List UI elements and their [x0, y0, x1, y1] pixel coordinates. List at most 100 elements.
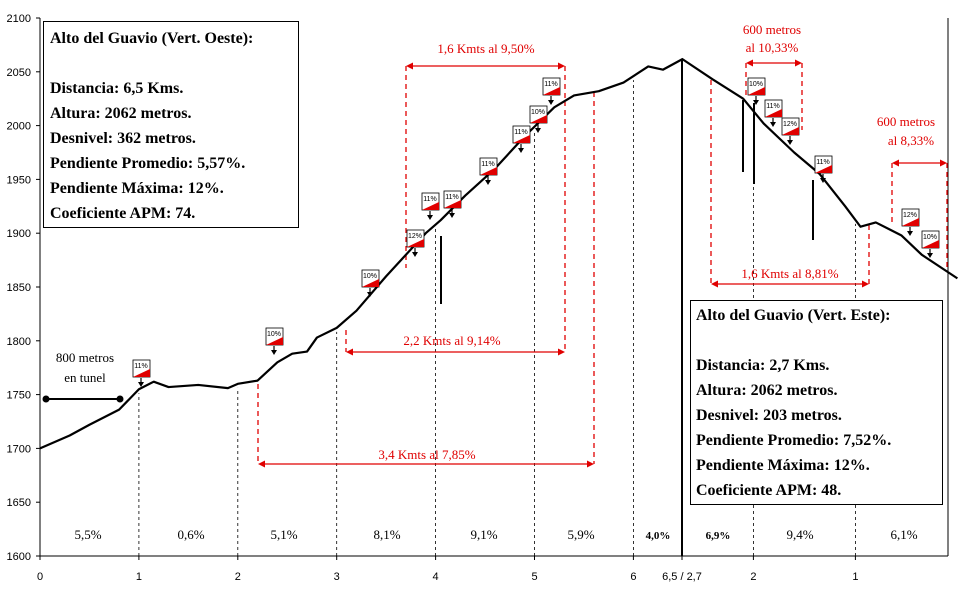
gradient-markers: 11% 10% 10% 12% 11% 11% 11% 11% 10% 11% 10% 11% 12% 1… [132, 77, 940, 387]
span-e3-arrowhead-right [862, 280, 869, 288]
marker-slope-triangle [748, 87, 765, 95]
span-e2-arrowhead-left [892, 159, 899, 167]
east-info-box: Alto del Guavio (Vert. Este): Distancia:… [690, 300, 943, 505]
marker-label: 10% [531, 109, 545, 116]
y-tick-label: 2000 [7, 121, 31, 133]
span-e2-arrowhead-right [940, 159, 947, 167]
east-altitude: Altura: 2062 metros. [696, 382, 838, 399]
x-tick-label: 1 [852, 571, 858, 583]
marker-slope-triangle [362, 279, 379, 287]
segment-gradient-label: 5,5% [74, 527, 101, 542]
segment-gradient-label: 5,9% [567, 527, 594, 542]
climb-span-annotations: 1,6 Kmts al 9,50% 2,2 Kmts al 9,14% 3,4 Km… [257, 22, 948, 468]
east-avg-gradient: Pendiente Promedio: 7,52%. [696, 432, 892, 449]
span-w1-label: 1,6 Kmts al 9,50% [437, 41, 534, 56]
marker-slope-triangle [543, 87, 560, 95]
marker-slope-triangle [407, 239, 424, 247]
gradient-marker-icon: 12% [406, 229, 425, 257]
segment-gradient-label: 6,1% [890, 527, 917, 542]
tunnel-label-2: en tunel [64, 370, 106, 385]
gradient-marker-icon: 11% [421, 192, 440, 220]
marker-slope-triangle [815, 165, 832, 173]
east-distance: Distancia: 2,7 Kms. [696, 357, 830, 374]
tunnel-end-dot [116, 395, 124, 403]
east-profile-line [681, 57, 959, 280]
marker-label: 11% [816, 159, 830, 166]
west-altitude: Altura: 2062 metros. [50, 105, 192, 122]
gradient-marker-icon: 10% [265, 327, 284, 355]
marker-label: 12% [903, 212, 917, 219]
west-max-gradient: Pendiente Máxima: 12%. [50, 180, 224, 197]
y-tick-label: 2050 [7, 67, 31, 79]
span-w3-arrowhead-left [258, 460, 265, 468]
x-tick-label: 1 [136, 571, 142, 583]
marker-slope-triangle [530, 115, 547, 123]
marker-slope-triangle [782, 127, 799, 135]
marker-arrowhead [485, 180, 491, 185]
span-w2-arrowhead-right [558, 348, 565, 356]
tunnel-label-1: 800 metros [56, 350, 114, 365]
span-e1-label-2: al 10,33% [746, 40, 799, 55]
x-tick-label: 6,5 / 2,7 [662, 571, 702, 583]
x-tick-label: 4 [433, 571, 439, 583]
profile-lines [39, 57, 959, 450]
marker-arrowhead [753, 100, 759, 105]
marker-arrowhead [535, 128, 541, 133]
marker-slope-triangle [444, 200, 461, 208]
marker-arrowhead [449, 213, 455, 218]
west-box-title: Alto del Guavio (Vert. Oeste): [50, 30, 254, 47]
west-profile-line [39, 57, 684, 450]
marker-slope-triangle [922, 240, 939, 248]
west-avg-gradient: Pendiente Promedio: 5,57%. [50, 155, 246, 172]
east-max-gradient: Pendiente Máxima: 12%. [696, 457, 870, 474]
marker-slope-triangle [480, 167, 497, 175]
y-tick-label: 1800 [7, 336, 31, 348]
span-e1-arrowhead-right [795, 59, 802, 67]
x-tick-label: 5 [531, 571, 537, 583]
marker-label: 10% [749, 81, 763, 88]
west-apm-coefficient: Coeficiente APM: 74. [50, 205, 196, 222]
marker-label: 10% [267, 331, 281, 338]
x-tick-label: 3 [334, 571, 340, 583]
marker-arrowhead [820, 178, 826, 183]
y-tick-label: 1600 [7, 551, 31, 563]
marker-label: 11% [445, 194, 459, 201]
gradient-marker-icon: 10% [361, 269, 380, 297]
y-tick-label: 1700 [7, 443, 31, 455]
y-tick-label: 1850 [7, 282, 31, 294]
span-w3-arrowhead-right [587, 460, 594, 468]
marker-arrowhead [548, 100, 554, 105]
marker-label: 11% [134, 363, 148, 370]
gradient-marker-icon: 12% [781, 117, 800, 145]
gradient-marker-icon: 11% [479, 157, 498, 185]
marker-arrowhead [412, 252, 418, 257]
marker-label: 12% [783, 121, 797, 128]
gradient-marker-icon: 10% [529, 105, 548, 133]
span-e2-label-2: al 8,33% [888, 133, 934, 148]
marker-arrowhead [271, 350, 277, 355]
gradient-marker-icon: 11% [542, 77, 561, 105]
segment-gradient-label: 6,9% [706, 530, 731, 542]
marker-label: 11% [544, 81, 558, 88]
marker-label: 10% [923, 234, 937, 241]
span-w1-arrowhead-left [406, 62, 413, 70]
east-elevation-gain: Desnivel: 203 metros. [696, 407, 842, 424]
marker-slope-triangle [513, 135, 530, 143]
marker-slope-triangle [765, 109, 782, 117]
west-elevation-gain: Desnivel: 362 metros. [50, 130, 196, 147]
marker-arrowhead [907, 231, 913, 236]
y-tick-label: 1950 [7, 174, 31, 186]
east-box-title: Alto del Guavio (Vert. Este): [696, 307, 891, 324]
marker-label: 11% [766, 103, 780, 110]
gradient-marker-icon: 10% [747, 77, 766, 105]
gradient-marker-icon: 11% [443, 190, 462, 218]
marker-label: 12% [408, 233, 422, 240]
span-e1-label-1: 600 metros [743, 22, 801, 37]
marker-arrowhead [787, 140, 793, 145]
segment-gradient-label: 4,0% [646, 530, 671, 542]
marker-arrowhead [518, 148, 524, 153]
y-tick-label: 2100 [7, 13, 31, 25]
gradient-marker-icon: 11% [814, 155, 833, 183]
span-e1-arrowhead-left [746, 59, 753, 67]
y-tick-label: 1750 [7, 390, 31, 402]
